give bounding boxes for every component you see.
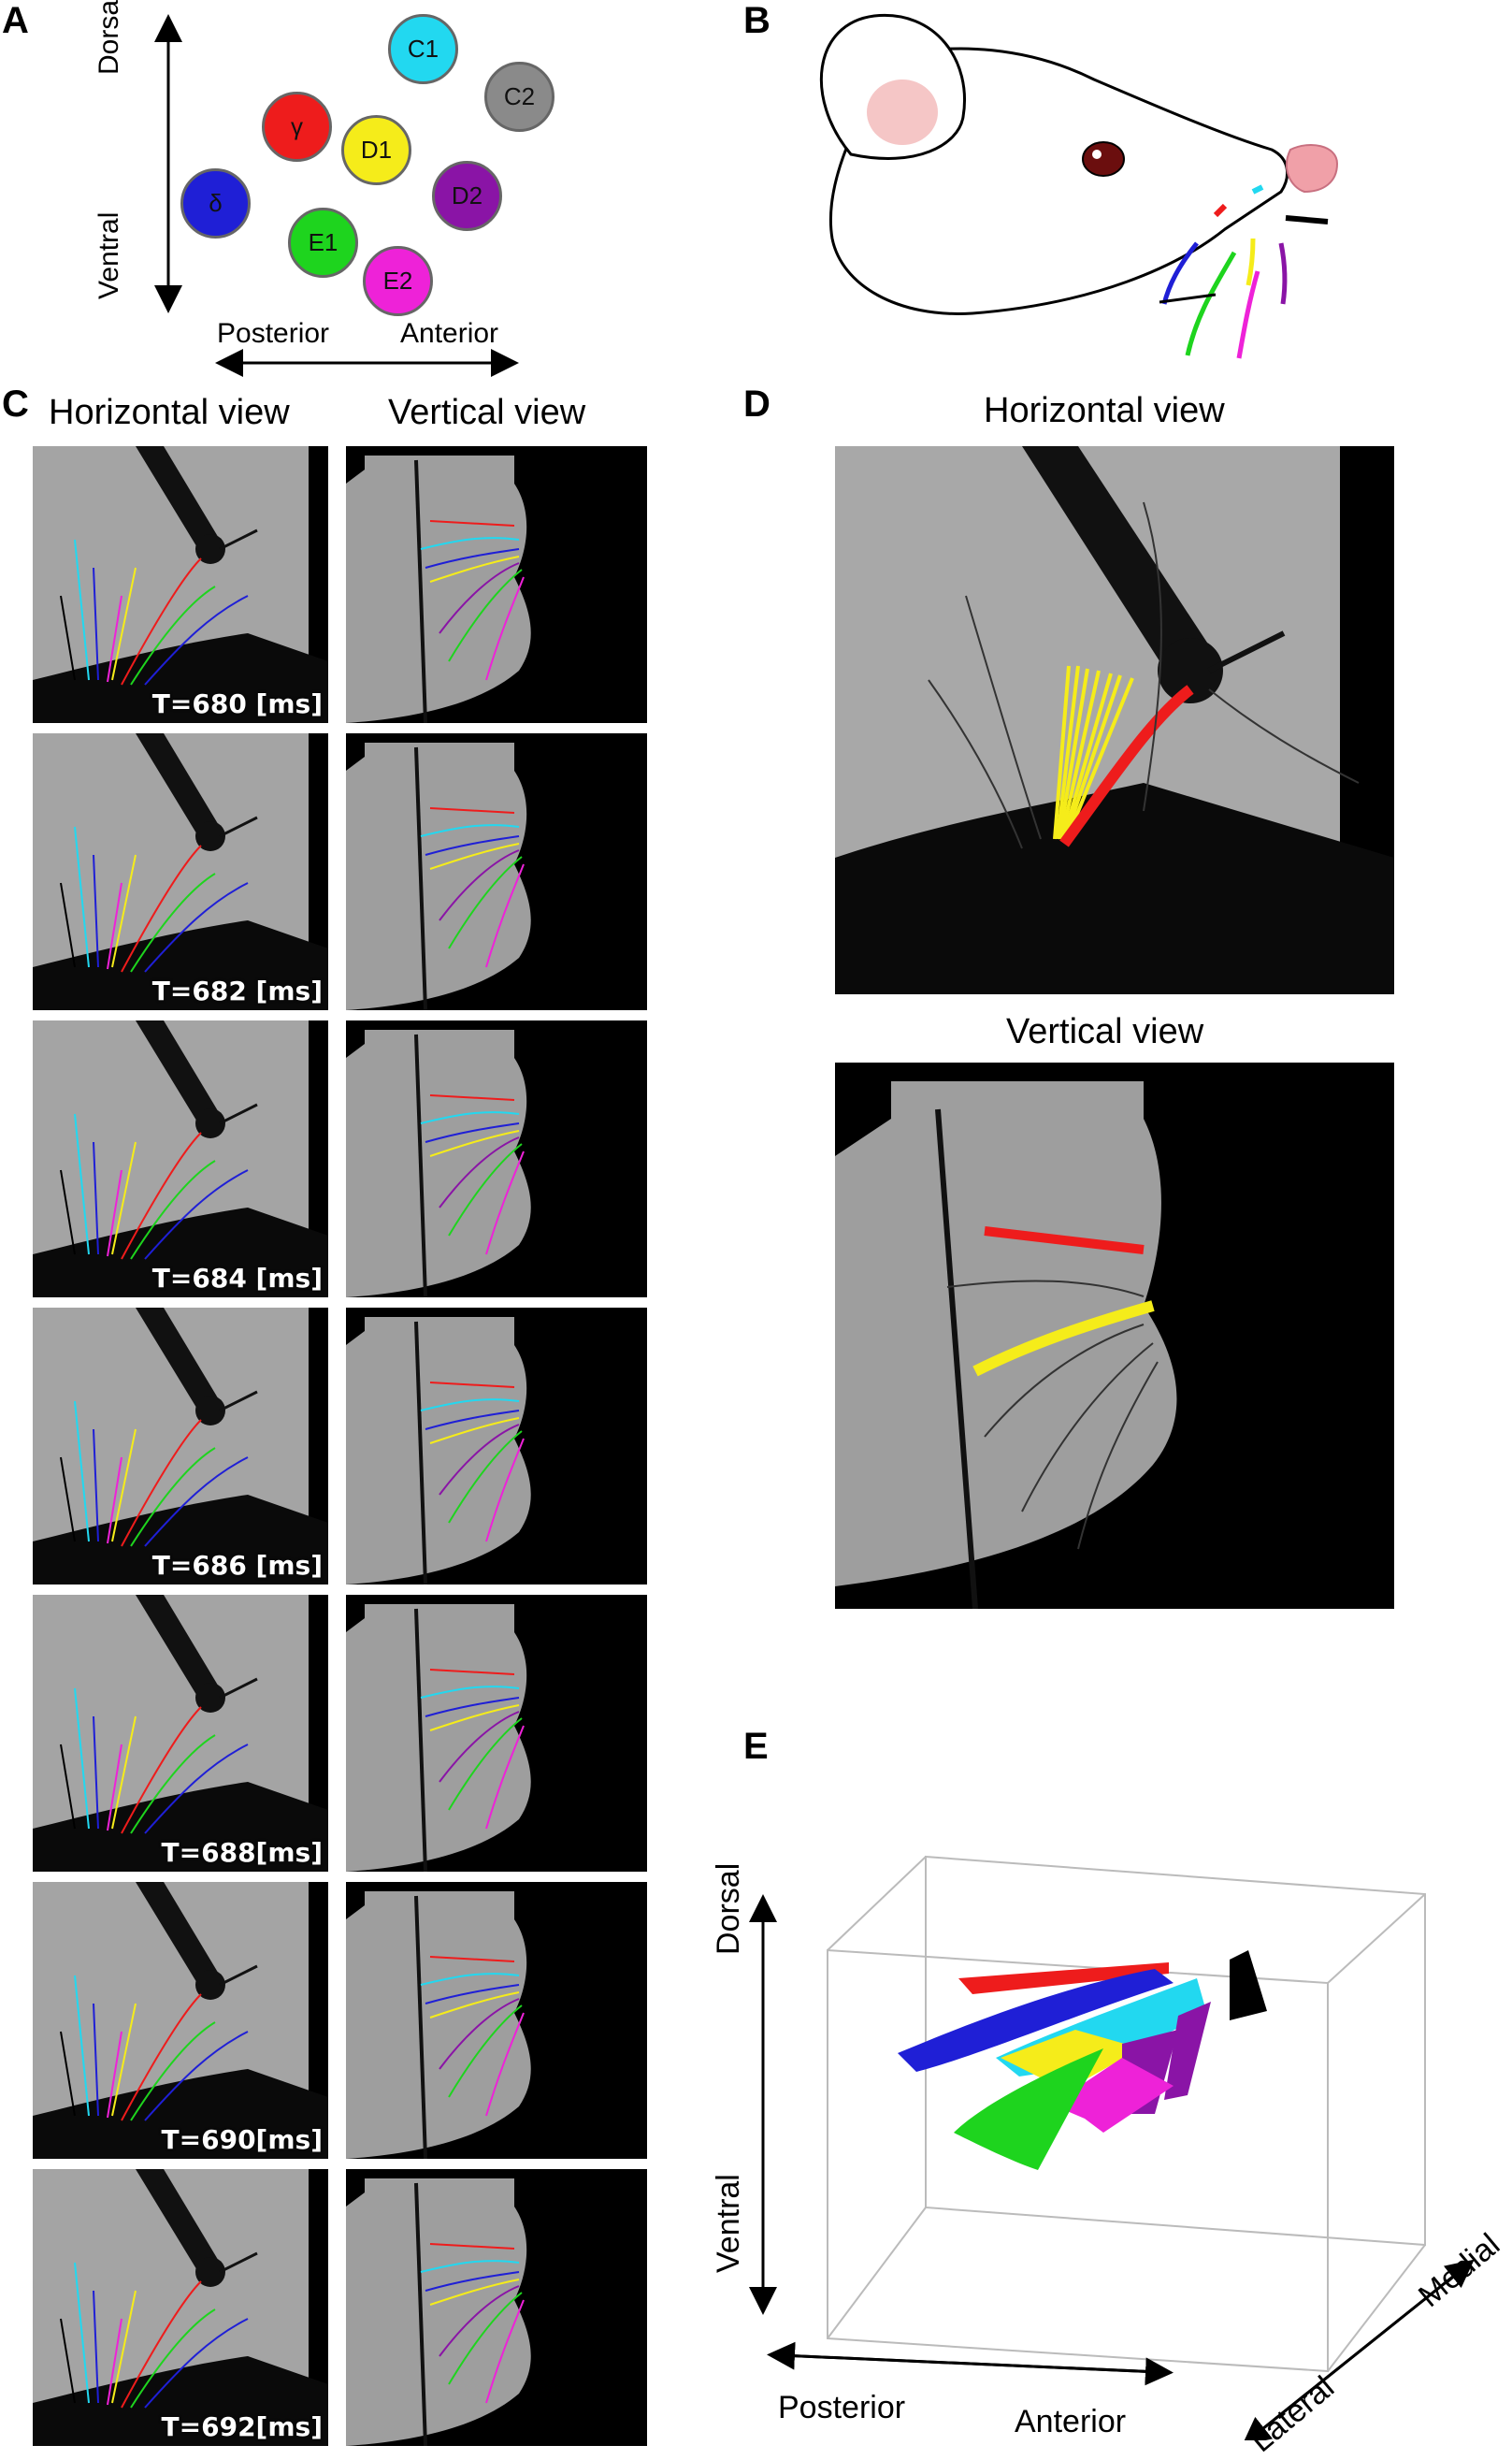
panel-e-axis-dorsal: Dorsal bbox=[711, 1862, 746, 1955]
panel-label-b: B bbox=[743, 0, 770, 41]
panel-label-d: D bbox=[743, 383, 770, 425]
vertical-view-frame bbox=[346, 1595, 647, 1872]
panel-label-e: E bbox=[743, 1726, 769, 1767]
vertical-view-frame bbox=[346, 2169, 647, 2446]
panel-d-vertical-image bbox=[835, 1063, 1394, 1609]
frame-time-label: T=688[ms] bbox=[161, 1837, 323, 1868]
panel-label-c: C bbox=[2, 383, 29, 425]
horizontal-view-frame: T=682 [ms] bbox=[33, 733, 328, 1010]
whisker-circle-c2: C2 bbox=[484, 62, 554, 132]
horizontal-view-frame: T=688[ms] bbox=[33, 1595, 328, 1872]
frame-time-label: T=684 [ms] bbox=[151, 1263, 323, 1294]
panel-d-vertical-title: Vertical view bbox=[1006, 1012, 1204, 1051]
frame-time-label: T=686 [ms] bbox=[151, 1550, 323, 1581]
frame-time-label: T=682 [ms] bbox=[151, 976, 323, 1006]
vertical-view-frame bbox=[346, 446, 647, 723]
whisker-circle-d1: D1 bbox=[341, 115, 411, 185]
panel-d-horizontal-image bbox=[835, 446, 1394, 994]
axis-label-dorsal: Dorsal bbox=[94, 0, 124, 75]
whisker-circle-delta: δ bbox=[180, 168, 251, 239]
axis-label-posterior: Posterior bbox=[217, 318, 330, 349]
vertical-view-frame bbox=[346, 1882, 647, 2159]
panel-a-arrows bbox=[154, 14, 519, 377]
whisker-circle-c1: C1 bbox=[388, 14, 458, 84]
whisker-circle-e2: E2 bbox=[363, 246, 433, 316]
frame-time-label: T=680 [ms] bbox=[151, 688, 323, 719]
axis-label-ventral: Ventral bbox=[94, 211, 124, 299]
horizontal-view-frame: T=690[ms] bbox=[33, 1882, 328, 2159]
whisker-circle-gamma: γ bbox=[262, 92, 332, 162]
panel-e-axis-anterior: Anterior bbox=[1015, 2404, 1127, 2439]
horizontal-view-frame: T=684 [ms] bbox=[33, 1020, 328, 1297]
horizontal-view-frame: T=680 [ms] bbox=[33, 446, 328, 723]
vertical-view-frame bbox=[346, 1308, 647, 1585]
axis-label-anterior: Anterior bbox=[400, 318, 499, 349]
panel-c-vertical-title: Vertical view bbox=[388, 393, 586, 432]
panel-e-axis-ventral: Ventral bbox=[711, 2174, 746, 2273]
horizontal-view-frame: T=686 [ms] bbox=[33, 1308, 328, 1585]
panel-c-horizontal-title: Horizontal view bbox=[49, 393, 290, 432]
panel-e-3d-plot bbox=[749, 1855, 1475, 2440]
panel-b-mouse-illustration bbox=[819, 13, 1339, 359]
panel-e-axis-posterior: Posterior bbox=[778, 2390, 906, 2425]
horizontal-view-frame: T=692[ms] bbox=[33, 2169, 328, 2446]
frame-time-label: T=692[ms] bbox=[161, 2411, 323, 2442]
panel-label-a: A bbox=[2, 0, 29, 41]
whisker-circle-d2: D2 bbox=[432, 161, 502, 231]
vertical-view-frame bbox=[346, 733, 647, 1010]
vertical-view-frame bbox=[346, 1020, 647, 1297]
frame-time-label: T=690[ms] bbox=[161, 2124, 323, 2155]
panel-a-whisker-map: Dorsal Ventral Posterior Anterior C1 C2 … bbox=[0, 0, 561, 383]
whisker-circle-e1: E1 bbox=[288, 208, 358, 278]
panel-d-horizontal-title: Horizontal view bbox=[984, 391, 1225, 430]
